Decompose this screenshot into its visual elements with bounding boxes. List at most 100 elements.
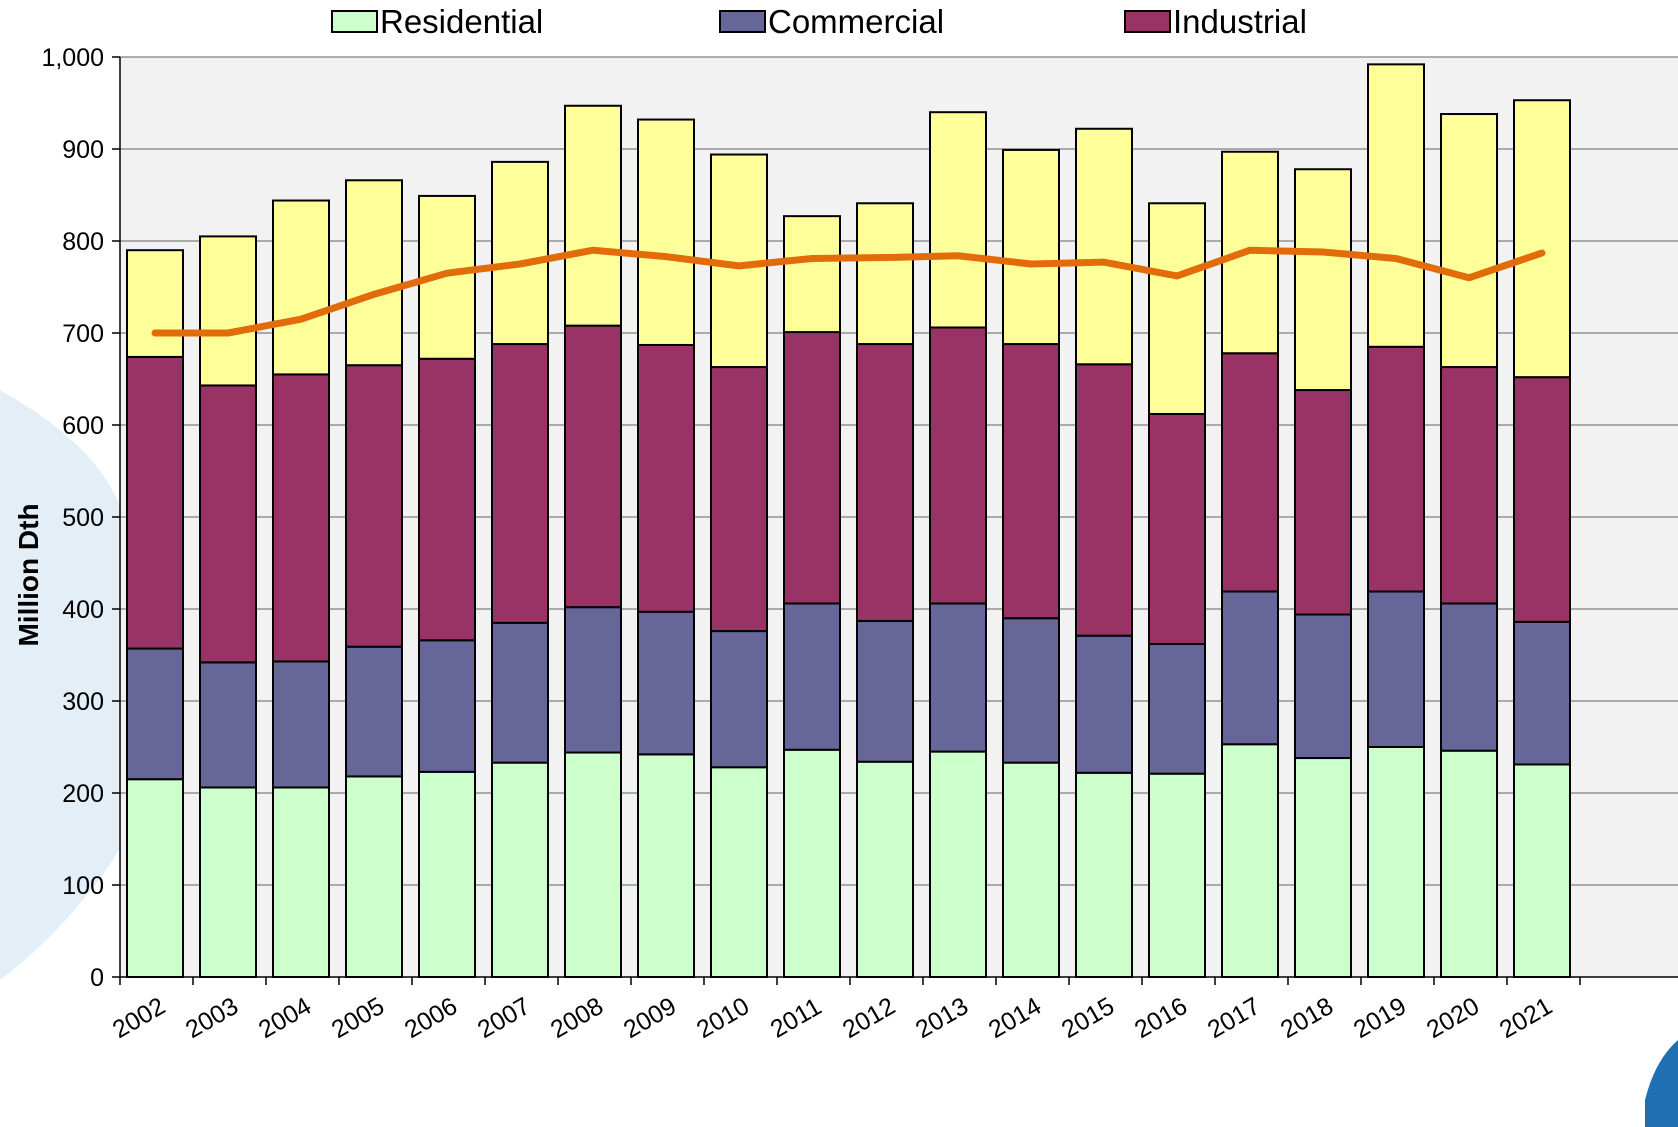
bar-segment-commercial [856, 619, 914, 763]
bar-segment-industrial [418, 357, 476, 642]
bar-segment-remainder [1367, 63, 1425, 348]
bar-segment-commercial [929, 602, 987, 753]
x-tick-label: 2021 [1495, 992, 1557, 1044]
bar-segment-residential [1440, 749, 1498, 978]
x-tick-label: 2008 [546, 992, 608, 1044]
line-series-path [151, 246, 1546, 337]
bar-segment-industrial [272, 373, 330, 663]
bar-segment-residential [126, 778, 184, 979]
x-tick-label: 2006 [400, 992, 462, 1044]
bar-segment-commercial [783, 602, 841, 751]
x-tick-label: 2015 [1057, 992, 1119, 1044]
bar-segment-commercial [1221, 590, 1279, 746]
bar-segment-industrial [1002, 343, 1060, 620]
background-swoosh [0, 390, 125, 980]
bar-segment-remainder [345, 179, 403, 367]
y-tick-label: 1,000 [41, 44, 104, 72]
bar-segment-industrial [1148, 412, 1206, 645]
bar-segment-industrial [637, 343, 695, 613]
y-tick-label: 800 [62, 228, 104, 256]
x-tick-label: 2009 [619, 992, 681, 1044]
y-tick-label: 500 [62, 504, 104, 532]
bar-segment-residential [1513, 763, 1571, 978]
x-tick-label: 2002 [108, 992, 170, 1044]
y-tick-label: 600 [62, 412, 104, 440]
bar-segment-industrial [783, 331, 841, 605]
bar-segment-industrial [564, 324, 622, 609]
line-series [151, 246, 1546, 337]
legend-label-commercial: Commercial [768, 3, 944, 40]
bar-segment-industrial [1075, 363, 1133, 637]
bar-segment-commercial [1440, 602, 1498, 752]
x-tick-label: 2013 [911, 992, 973, 1044]
bar-segment-industrial [345, 364, 403, 648]
bar-segment-commercial [564, 606, 622, 754]
y-axis-title: Million Dth [13, 503, 44, 646]
bar-segment-residential [199, 786, 257, 978]
legend-swatch-industrial [1124, 10, 1171, 33]
x-tick-label: 2020 [1422, 992, 1484, 1044]
bar-segment-industrial [856, 343, 914, 622]
y-tick-label: 0 [90, 964, 104, 992]
legend-swatch-residential [331, 10, 378, 33]
x-tick-label: 2007 [473, 992, 535, 1044]
y-tick-label: 400 [62, 596, 104, 624]
y-tick-label: 700 [62, 320, 104, 348]
bar-segment-residential [1294, 757, 1352, 978]
bar-segment-residential [783, 748, 841, 979]
bar-segment-residential [418, 770, 476, 979]
y-tick-label: 200 [62, 780, 104, 808]
bar-segment-remainder [1075, 127, 1133, 366]
bar-segment-industrial [929, 326, 987, 605]
bar-segment-residential [637, 753, 695, 978]
x-tick-label: 2005 [327, 992, 389, 1044]
bar-segment-commercial [1294, 613, 1352, 760]
bars [126, 63, 1571, 979]
bar-segment-commercial [710, 630, 768, 769]
bar-segment-residential [1002, 761, 1060, 979]
x-tick-label: 2017 [1203, 992, 1265, 1044]
bar-segment-remainder [1440, 113, 1498, 369]
x-tick-label: 2011 [766, 993, 827, 1044]
logo-icon [1645, 1040, 1678, 1127]
x-tick-label: 2016 [1130, 992, 1192, 1044]
bar-segment-residential [345, 775, 403, 978]
bar-segment-residential [1367, 746, 1425, 978]
bar-segment-commercial [418, 639, 476, 773]
bar-segment-remainder [1148, 202, 1206, 415]
bar-segment-remainder [1294, 168, 1352, 392]
legend-swatch-commercial [719, 10, 766, 33]
bar-segment-remainder [126, 249, 184, 358]
legend-label-residential: Residential [380, 3, 543, 40]
bar-segment-commercial [491, 621, 549, 764]
bar-segment-commercial [1075, 634, 1133, 774]
bar-segment-remainder [1002, 148, 1060, 346]
bar-segment-remainder [783, 215, 841, 334]
bar-segment-industrial [1221, 352, 1279, 593]
bar-segment-commercial [637, 610, 695, 756]
bar-segment-industrial [1294, 389, 1352, 616]
bar-segment-commercial [1367, 590, 1425, 749]
x-tick-label: 2019 [1349, 992, 1411, 1044]
bar-segment-remainder [491, 160, 549, 346]
bar-segment-industrial [1367, 345, 1425, 593]
bar-segment-residential [1148, 772, 1206, 978]
bar-segment-industrial [199, 384, 257, 664]
bar-segment-commercial [126, 647, 184, 781]
legend-label-industrial: Industrial [1173, 3, 1307, 40]
bar-segment-industrial [1513, 376, 1571, 623]
y-tick-label: 300 [62, 688, 104, 716]
bar-segment-industrial [126, 355, 184, 650]
bar-segment-commercial [1513, 620, 1571, 766]
bar-segment-residential [272, 786, 330, 978]
legend: Residential Commercial Industrial [331, 3, 1307, 40]
bar-segment-remainder [564, 104, 622, 327]
bar-segment-commercial [272, 660, 330, 789]
bar-segment-commercial [199, 661, 257, 789]
x-tick-label: 2003 [181, 992, 243, 1044]
bar-segment-commercial [1148, 642, 1206, 775]
x-tick-label: 2004 [254, 992, 316, 1044]
x-tick-label: 2014 [984, 992, 1046, 1044]
bar-segment-residential [564, 751, 622, 979]
bar-segment-residential [710, 766, 768, 978]
